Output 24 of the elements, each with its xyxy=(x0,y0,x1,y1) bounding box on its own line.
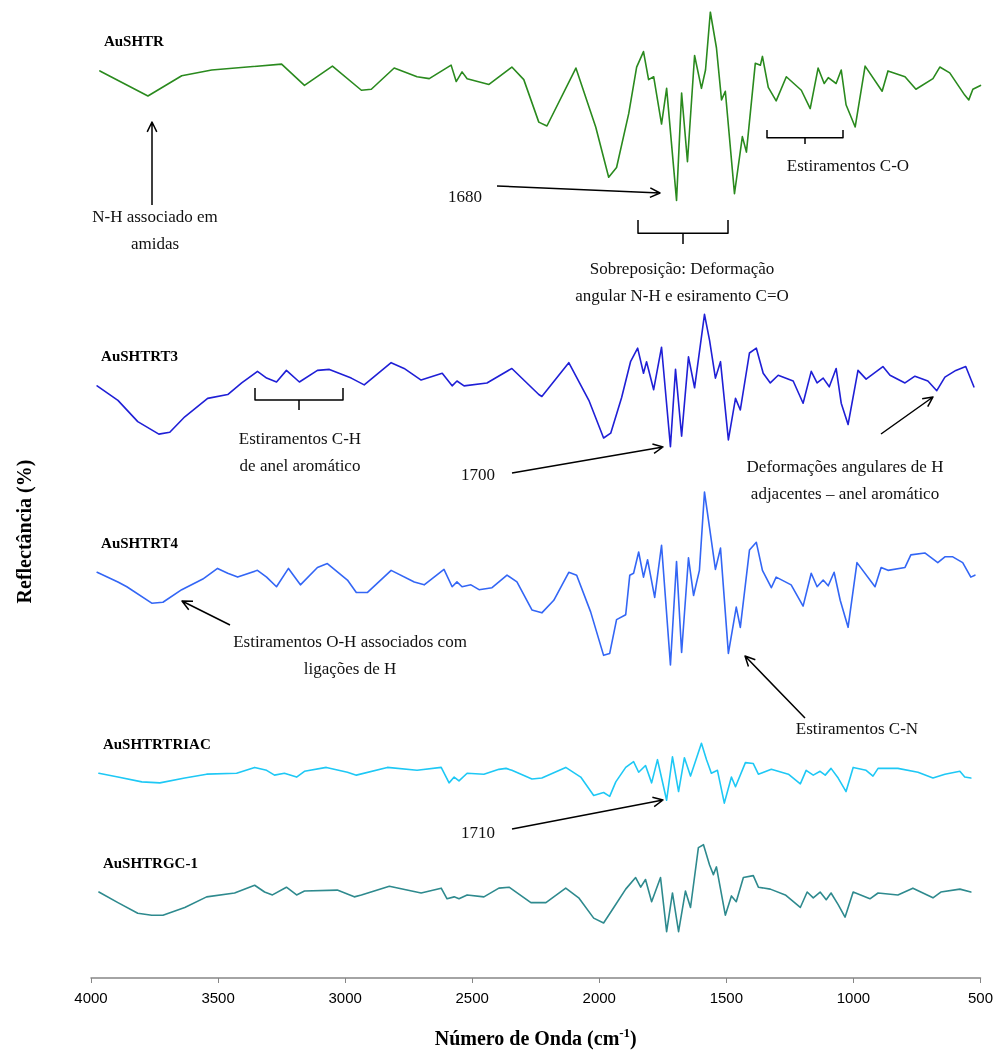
x-tick-label: 2500 xyxy=(455,989,489,1006)
annotation: Estiramentos C-O xyxy=(786,155,910,175)
x-tick-label: 4000 xyxy=(74,989,108,1006)
series-label: AuSHTRGC-1 xyxy=(102,854,198,871)
x-tick-label: 2000 xyxy=(582,989,616,1006)
annotation: N-H associado em amidas xyxy=(92,207,218,253)
annotation: Deformações angulares de H adjacentes – anel aromático xyxy=(746,457,944,503)
x-tick-label: 500 xyxy=(967,989,993,1006)
annotation: Estiramentos O-H associados com ligações de H xyxy=(233,632,467,678)
series-label: AuSHTRT4 xyxy=(101,534,179,551)
annotation: 1680 xyxy=(448,186,482,206)
annotation: Sobreposição: Deformação angular N-H e esiramento C=O xyxy=(575,259,789,305)
annotation: 1700 xyxy=(461,464,495,484)
annotation: 1710 xyxy=(461,822,495,842)
series-label: AuSHTR xyxy=(103,33,165,50)
x-tick-label: 1000 xyxy=(836,989,871,1006)
annotation: Estiramentos C-H de anel aromático xyxy=(238,429,362,475)
annotation: Estiramentos C-N xyxy=(795,718,919,738)
x-tick-label: 3500 xyxy=(201,989,235,1006)
x-tick-label: 3000 xyxy=(328,989,362,1006)
series-label: AuSHTRT3 xyxy=(101,348,179,365)
series-label: AuSHTRTRIAC xyxy=(102,735,211,752)
y-axis-title: Reflectância (%) xyxy=(13,459,36,604)
x-tick-label: 1500 xyxy=(709,989,744,1006)
